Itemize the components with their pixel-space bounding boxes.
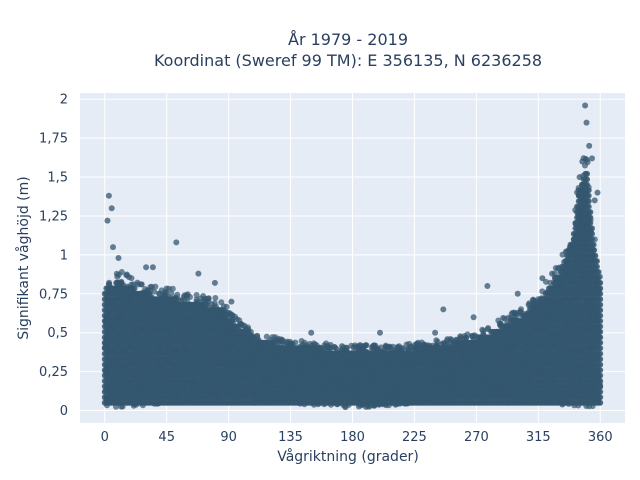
scatter-point [123,271,130,278]
scatter-point [180,297,187,303]
scatter-point [350,344,357,351]
scatter-point [462,335,469,342]
scatter-point [165,285,172,292]
scatter-point [298,338,305,344]
scatter-point [444,336,451,343]
scatter-point [239,322,246,329]
scatter-point [363,342,370,349]
scatter-point [151,288,158,295]
scatter-point [250,334,257,341]
scatter-point [228,318,235,324]
scatter-points [101,102,604,411]
scatter-point [115,271,122,278]
scatter-point [220,307,227,314]
scatter-point [480,327,487,334]
scatter-point [382,342,389,349]
scatter-point [509,309,516,316]
scatter-point [501,315,508,322]
scatter-point [559,251,566,258]
scatter-point [233,316,240,323]
scatter-point [584,159,591,166]
scatter-point [233,323,240,330]
scatter-point [142,286,149,293]
scatter-point [146,290,153,297]
scatter-point [172,296,179,303]
scatter-point [212,295,219,301]
scatter-point [118,279,125,286]
scatter-point [204,301,211,308]
scatter-point [339,343,345,350]
scatter-point [373,345,380,352]
scatter-point [158,287,165,294]
scatter-point [378,344,385,351]
scatter-point [134,279,141,286]
scatter-point [131,285,138,292]
scatter-point [396,345,402,352]
chart-title-line2: Koordinat (Sweref 99 TM): E 356135, N 62… [154,51,542,70]
scatter-point [514,312,521,319]
scatter-point [333,345,340,352]
scatter-point [471,332,478,339]
scatter-point [193,292,200,298]
scatter-point [224,312,230,319]
scatter-point [457,334,464,341]
scatter-point [279,337,286,343]
scatter-point [168,290,175,297]
scatter-point [242,328,249,335]
chart-title-line1: År 1979 - 2019 [288,30,408,49]
scatter-point [128,275,135,282]
